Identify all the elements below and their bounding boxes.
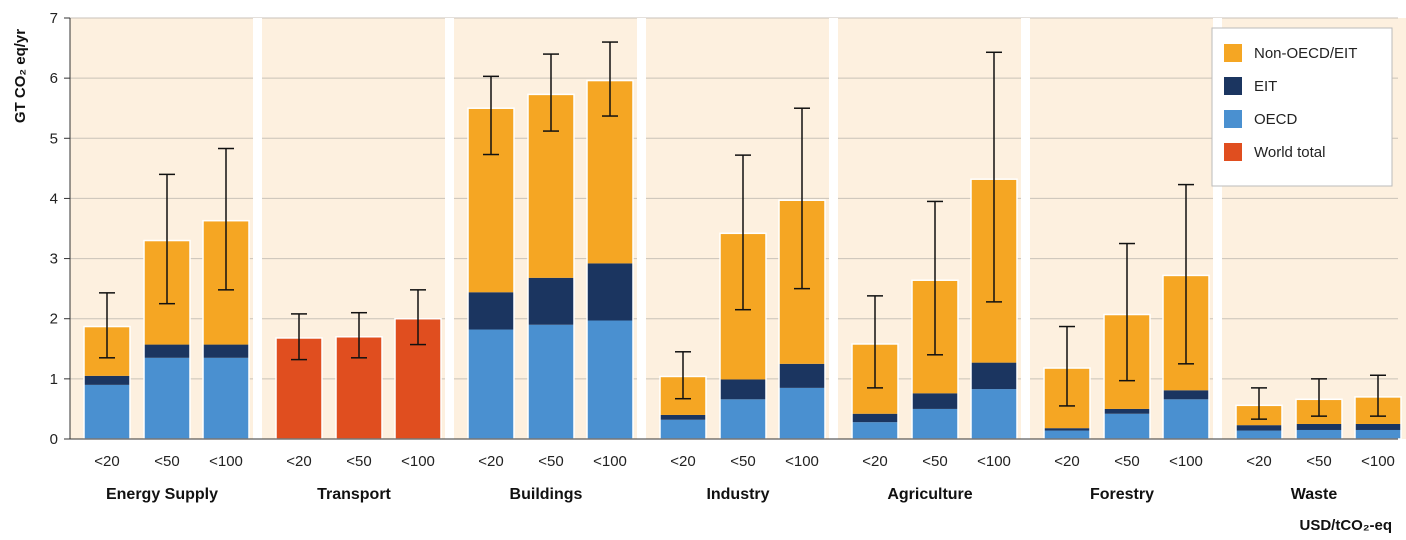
bar-energy-supply-0-oecd [84, 384, 130, 439]
bar-agriculture-2-oecd [971, 389, 1017, 439]
x-tick-label: <50 [730, 453, 755, 470]
legend-label-non-oecd-eit: Non-OECD/EIT [1254, 45, 1357, 62]
bar-waste-0-eit [1236, 425, 1282, 431]
sector-label-agriculture: Agriculture [887, 486, 972, 503]
x-tick-label: <50 [1306, 453, 1331, 470]
sector-label-industry: Industry [706, 486, 769, 503]
y-tick-label: 1 [50, 371, 58, 388]
x-tick-label: <20 [1246, 453, 1271, 470]
bar-buildings-0-eit [468, 292, 514, 330]
bar-energy-supply-0-eit [84, 375, 130, 385]
sector-label-waste: Waste [1291, 486, 1338, 503]
y-tick-label: 3 [50, 251, 58, 268]
x-tick-label: <50 [346, 453, 371, 470]
bar-agriculture-0-eit [852, 413, 898, 423]
panel-gap [253, 18, 262, 439]
x-tick-label: <20 [286, 453, 311, 470]
bar-forestry-1-eit [1104, 408, 1150, 414]
panel-gap [445, 18, 454, 439]
y-tick-label: 4 [50, 190, 58, 207]
x-tick-label: <100 [209, 453, 243, 470]
bar-energy-supply-1-oecd [144, 357, 190, 439]
bar-agriculture-1-oecd [912, 408, 958, 439]
x-tick-label: <50 [922, 453, 947, 470]
sector-label-buildings: Buildings [510, 486, 583, 503]
bar-waste-0-oecd [1236, 430, 1282, 439]
x-axis-label: USD/tCO₂-eq [1300, 517, 1393, 534]
y-tick-label: 2 [50, 311, 58, 328]
bar-industry-2-eit [779, 363, 825, 388]
sector-label-energy-supply: Energy Supply [106, 486, 218, 503]
bar-industry-1-eit [720, 379, 766, 400]
legend-swatch-non-oecd-eit [1224, 44, 1242, 62]
bar-buildings-0-oecd [468, 329, 514, 439]
x-tick-label: <50 [538, 453, 563, 470]
bar-buildings-2-oecd [587, 320, 633, 439]
error-bars-layer [99, 41, 1386, 420]
x-tick-label: <20 [478, 453, 503, 470]
x-tick-label: <50 [1114, 453, 1139, 470]
legend-label-oecd: OECD [1254, 111, 1298, 128]
bar-forestry-0-eit [1044, 428, 1090, 431]
x-tick-label: <100 [593, 453, 627, 470]
legend: Non-OECD/EIT EIT OECD World total [1211, 27, 1393, 187]
bar-agriculture-0-oecd [852, 422, 898, 439]
bar-waste-1-eit [1296, 423, 1342, 430]
legend-label-eit: EIT [1254, 78, 1277, 95]
panel-gap [1021, 18, 1030, 439]
x-tick-label: <20 [1054, 453, 1079, 470]
panel-gap [829, 18, 838, 439]
y-tick-label: 5 [50, 130, 58, 147]
x-tick-label: <100 [977, 453, 1011, 470]
x-tick-label: <20 [670, 453, 695, 470]
x-tick-label: <50 [154, 453, 179, 470]
bar-forestry-0-oecd [1044, 430, 1090, 439]
bar-industry-0-oecd [660, 419, 706, 439]
bar-energy-supply-2-eit [203, 344, 249, 358]
y-axis-label: GT CO₂ eq/yr [12, 29, 29, 123]
y-axis: 0 1 2 3 4 5 6 7 [50, 10, 71, 448]
x-tick-label: <100 [1169, 453, 1203, 470]
bar-waste-2-oecd [1355, 429, 1401, 439]
bar-industry-1-oecd [720, 399, 766, 439]
bar-energy-supply-1-eit [144, 344, 190, 358]
bar-waste-1-oecd [1296, 429, 1342, 439]
y-tick-label: 6 [50, 70, 58, 87]
x-tick-label: <20 [94, 453, 119, 470]
panel-gap [637, 18, 646, 439]
legend-swatch-oecd [1224, 110, 1242, 128]
bar-forestry-2-eit [1163, 390, 1209, 400]
x-tick-label: <100 [785, 453, 819, 470]
bar-forestry-2-oecd [1163, 399, 1209, 439]
y-tick-label: 0 [50, 431, 58, 448]
bar-industry-0-eit [660, 414, 706, 420]
bar-agriculture-1-eit [912, 393, 958, 409]
x-tick-label: <100 [1361, 453, 1395, 470]
x-tick-label: <100 [401, 453, 435, 470]
x-tick-label: <20 [862, 453, 887, 470]
bar-industry-2-oecd [779, 387, 825, 439]
bar-buildings-1-oecd [528, 324, 574, 439]
legend-label-world-total: World total [1254, 144, 1325, 161]
bar-buildings-2-eit [587, 263, 633, 321]
legend-swatch-eit [1224, 77, 1242, 95]
bar-waste-2-eit [1355, 423, 1401, 430]
sector-label-forestry: Forestry [1090, 486, 1154, 503]
bar-energy-supply-2-oecd [203, 357, 249, 439]
x-axis: <20 <50 <100 Energy Supply <20 <50 <100 Transpo… [70, 438, 1398, 503]
bar-buildings-1-eit [528, 277, 574, 325]
legend-swatch-world-total [1224, 143, 1242, 161]
panel-gap [1213, 18, 1222, 439]
y-tick-label: 7 [50, 10, 58, 27]
sector-label-transport: Transport [317, 486, 391, 503]
bar-agriculture-2-eit [971, 362, 1017, 390]
bar-forestry-1-oecd [1104, 413, 1150, 439]
